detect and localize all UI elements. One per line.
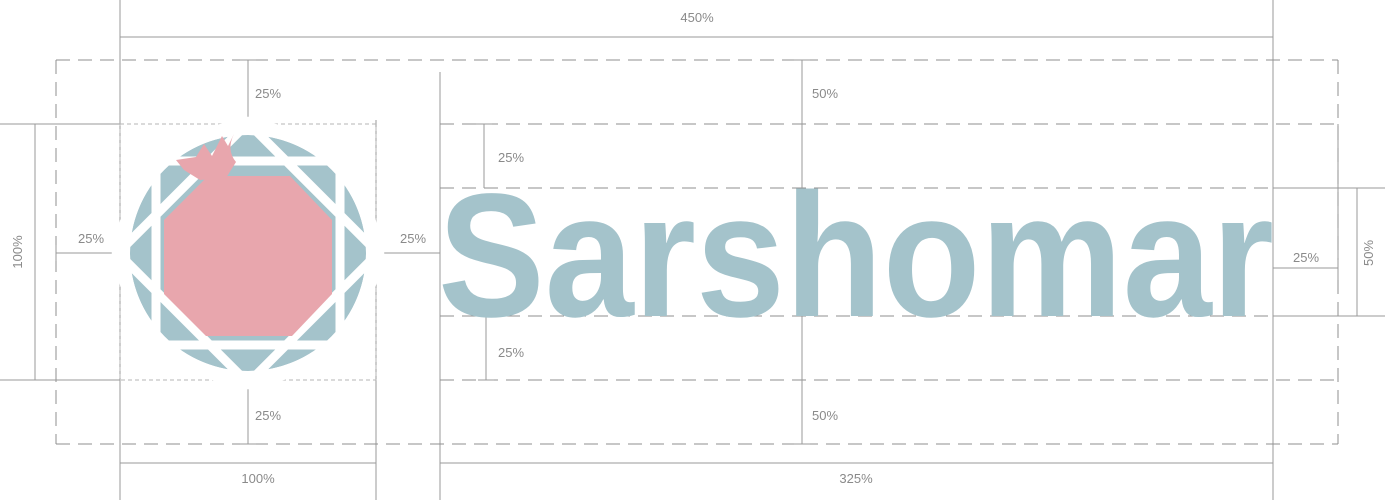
left-guides <box>0 123 440 381</box>
label-gap: 25% <box>400 231 426 246</box>
label-right-height: 50% <box>1361 240 1376 266</box>
label-wordmark-top-outer: 50% <box>812 86 838 101</box>
dimension-labels: 450% 100% 325% 100% 25% 25% 25% 25% 50% … <box>10 10 1376 486</box>
pomegranate-crown <box>176 134 236 180</box>
horizontal-dimensions <box>120 36 1339 464</box>
label-bottom-margin: 25% <box>255 408 281 423</box>
label-emblem-width: 100% <box>241 471 275 486</box>
emblem-vertical-dimensions <box>240 59 256 445</box>
label-wordmark-top-inner: 25% <box>498 150 524 165</box>
label-wordmark-width: 325% <box>839 471 873 486</box>
label-total-width: 450% <box>680 10 714 25</box>
label-wordmark-bottom-outer: 50% <box>812 408 838 423</box>
pomegranate-body <box>164 176 332 336</box>
pomegranate-octagram-icon <box>111 116 385 390</box>
wordmark-vertical-dimensions <box>476 59 1385 445</box>
label-wordmark-bottom-inner: 25% <box>498 345 524 360</box>
wordmark: Sarshomar <box>438 158 1274 354</box>
label-emblem-height: 100% <box>10 235 25 269</box>
label-right-margin: 25% <box>1293 250 1319 265</box>
label-top-margin: 25% <box>255 86 281 101</box>
label-left-margin: 25% <box>78 231 104 246</box>
